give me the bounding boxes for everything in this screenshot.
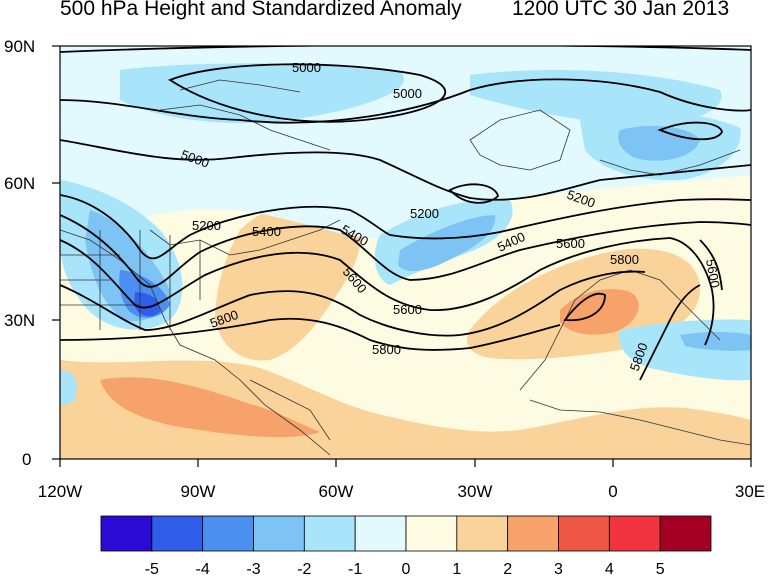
contour-label: 5000 <box>393 86 422 101</box>
colorbar-swatch <box>303 515 356 552</box>
colorbar-label: 2 <box>503 561 512 577</box>
colorbar-swatch <box>405 515 458 552</box>
contour-labels: 5000 5000 5000 5200 5200 5200 5400 5400 … <box>179 60 723 373</box>
colorbar-swatch <box>100 515 153 552</box>
colorbar-label: -5 <box>145 561 159 577</box>
coastlines <box>60 79 751 456</box>
contour-label: 5400 <box>252 224 281 239</box>
contour-label: 5800 <box>610 252 639 267</box>
contour-label: 5000 <box>292 60 321 75</box>
colorbar-label: 1 <box>452 561 461 577</box>
contour-label: 5800 <box>372 342 401 357</box>
map-frame <box>59 45 752 460</box>
contour-label: 5200 <box>410 206 439 221</box>
negative-anomaly-shading <box>60 46 751 405</box>
colorbar-label: -1 <box>348 561 362 577</box>
lon-label: 60W <box>319 482 354 501</box>
colorbar-label: 5 <box>656 561 665 577</box>
contour-label: 5200 <box>192 218 221 233</box>
lon-label: 0 <box>608 482 617 501</box>
height-contours <box>60 46 751 381</box>
contour-label: 5600 <box>556 236 585 251</box>
colorbar-swatch <box>151 515 204 552</box>
lon-label: 120W <box>38 482 82 501</box>
lat-label: 60N <box>4 174 35 193</box>
map-timestamp: 1200 UTC 30 Jan 2013 <box>512 0 730 20</box>
colorbar-label: 0 <box>402 561 411 577</box>
map-panel: 5000 5000 5000 5200 5200 5200 5400 5400 … <box>60 46 751 459</box>
lon-label: 30E <box>735 482 765 501</box>
colorbar-swatch <box>608 515 661 552</box>
colorbar-swatch <box>456 515 509 552</box>
lat-label: 0 <box>22 450 31 469</box>
colorbar-swatch <box>354 515 407 552</box>
lat-label: 30N <box>4 311 35 330</box>
lon-label: 30W <box>458 482 493 501</box>
colorbar-label: -2 <box>297 561 311 577</box>
colorbar-swatch <box>507 515 559 552</box>
colorbar-swatch <box>202 515 254 552</box>
colorbar: -5 -4 -3 -2 -1 0 1 2 3 4 5 <box>100 515 712 577</box>
colorbar-swatch <box>253 515 305 552</box>
lon-label: 90W <box>181 482 216 501</box>
colorbar-swatch <box>659 515 712 552</box>
colorbar-label: -4 <box>196 561 210 577</box>
colorbar-label: 3 <box>554 561 563 577</box>
colorbar-label: 4 <box>605 561 614 577</box>
contour-label: 5600 <box>703 258 723 289</box>
lat-label: 90N <box>4 37 35 56</box>
colorbar-swatch <box>558 515 610 552</box>
contour-label: 5600 <box>393 302 422 317</box>
axis-ticks <box>52 45 752 467</box>
map-title: 500 hPa Height and Standardized Anomaly <box>60 0 462 20</box>
colorbar-label: -3 <box>246 561 260 577</box>
